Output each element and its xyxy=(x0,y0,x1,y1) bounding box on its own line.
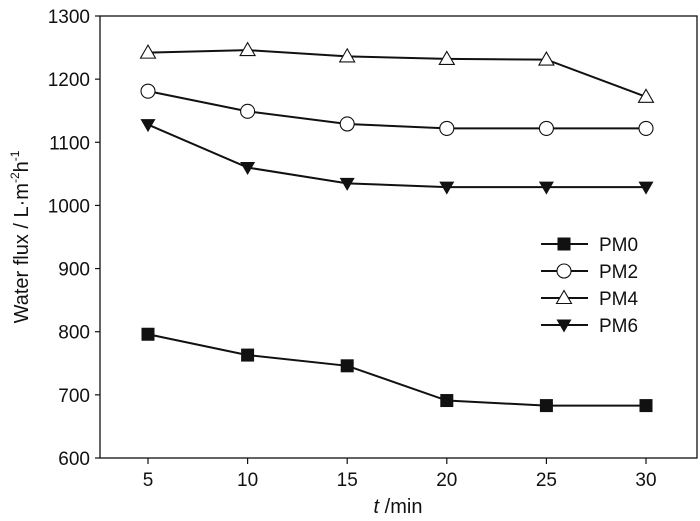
y-tick-label: 1300 xyxy=(48,7,90,28)
data-point-pm4 xyxy=(338,47,356,63)
x-axis-label: t /min xyxy=(374,496,423,518)
data-point-pm2 xyxy=(140,83,156,99)
series-pm4 xyxy=(139,41,655,103)
y-tick-label: 1200 xyxy=(48,70,90,91)
data-point-pm2 xyxy=(638,120,654,136)
series-line-pm4 xyxy=(147,49,647,98)
series-pm0 xyxy=(141,327,653,413)
data-point-pm0 xyxy=(340,359,354,373)
x-tick-label: 5 xyxy=(143,470,154,491)
data-point-pm4 xyxy=(438,50,456,65)
data-point-pm4 xyxy=(139,44,157,59)
data-point-pm2 xyxy=(240,103,256,119)
data-point-pm2 xyxy=(439,120,455,136)
data-point-pm2 xyxy=(339,116,355,132)
data-point-pm0 xyxy=(241,348,255,362)
series-line-pm6 xyxy=(147,123,646,189)
series-pm2 xyxy=(140,83,654,136)
legend-item-pm2: PM2 xyxy=(541,262,638,283)
y-tick-label: 1000 xyxy=(48,196,90,217)
data-point-pm6 xyxy=(140,119,156,133)
data-point-pm0 xyxy=(141,327,155,341)
data-point-pm6 xyxy=(339,177,355,191)
data-point-pm4 xyxy=(637,88,655,103)
legend-marker xyxy=(556,263,572,279)
data-point-pm6 xyxy=(638,181,654,195)
data-point-pm0 xyxy=(440,394,454,408)
series-pm6 xyxy=(140,119,654,195)
data-point-pm6 xyxy=(240,162,256,176)
y-tick-label: 800 xyxy=(58,323,90,344)
y-tick-label: 1100 xyxy=(49,133,90,154)
legend-label: PM6 xyxy=(599,316,638,337)
legend-marker xyxy=(555,289,573,305)
legend-marker xyxy=(556,319,572,333)
legend-item-pm0: PM0 xyxy=(541,235,638,256)
data-point-pm6 xyxy=(538,181,554,195)
y-axis-label: Water flux / L·m-2h-1 xyxy=(8,150,33,323)
series-line-pm0 xyxy=(147,333,646,407)
x-tick-label: 20 xyxy=(436,470,457,491)
data-point-pm0 xyxy=(539,399,553,413)
series-line-pm2 xyxy=(147,90,646,130)
y-tick-label: 600 xyxy=(58,449,90,470)
data-point-pm0 xyxy=(639,399,653,413)
x-tick-label: 30 xyxy=(635,470,656,491)
x-tick-label: 10 xyxy=(237,470,258,491)
data-point-pm4 xyxy=(239,41,257,57)
legend-label: PM0 xyxy=(599,235,638,256)
x-tick-label: 25 xyxy=(536,470,557,491)
legend-label: PM4 xyxy=(599,289,639,310)
data-point-pm2 xyxy=(538,120,554,136)
data-point-pm6 xyxy=(439,181,455,195)
legend-item-pm4: PM4 xyxy=(541,289,639,310)
y-tick-label: 700 xyxy=(58,386,90,407)
x-tick-label: 15 xyxy=(337,470,358,491)
y-tick-label: 900 xyxy=(58,260,90,281)
data-point-pm4 xyxy=(537,50,555,66)
legend-marker xyxy=(557,237,571,251)
plot-frame xyxy=(99,15,698,459)
legend-label: PM2 xyxy=(599,262,638,283)
legend-item-pm6: PM6 xyxy=(541,316,638,337)
